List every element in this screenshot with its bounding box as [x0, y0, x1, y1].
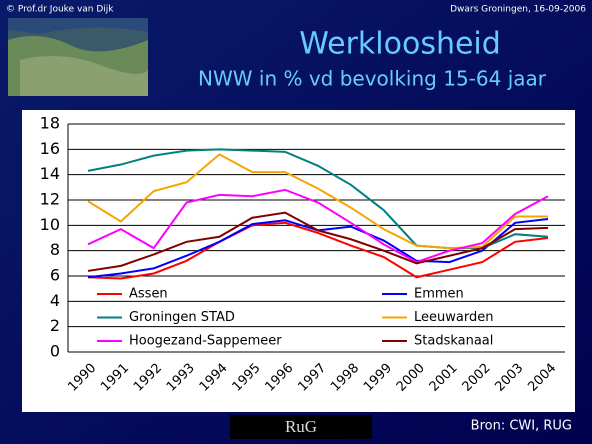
- source: Bron: CWI, RUG: [471, 419, 572, 434]
- legend-label: Leeuwarden: [414, 310, 493, 325]
- legend-label: Emmen: [414, 287, 464, 302]
- series-line: [87, 211, 549, 272]
- series-line: [87, 221, 549, 280]
- y-tick-label: 14: [40, 164, 60, 183]
- legend-label: Assen: [129, 287, 168, 302]
- satellite-image: [8, 18, 148, 96]
- copyright: © Prof.dr Jouke van Dijk: [6, 5, 114, 15]
- chart-subtitle: NWW in % vd bevolking 15-64 jaar: [198, 67, 547, 91]
- y-tick-label: 18: [40, 114, 60, 133]
- y-tick-label: 6: [50, 266, 60, 285]
- series-line: [87, 153, 548, 250]
- logo: RuG: [285, 417, 317, 436]
- legend-label: Hoogezand-Sappemeer: [129, 334, 282, 349]
- y-tick-label: 12: [40, 190, 60, 209]
- y-tick-label: 16: [40, 139, 60, 158]
- y-tick-label: 8: [50, 240, 60, 259]
- chart-title: Werkloosheid: [299, 27, 501, 62]
- chart-panel: [22, 110, 575, 412]
- legend-label: Groningen STAD: [129, 310, 235, 325]
- logo-box: [230, 415, 372, 439]
- event: Dwars Groningen, 16-09-2006: [450, 5, 586, 15]
- y-tick-label: 0: [50, 342, 60, 361]
- y-tick-label: 4: [50, 291, 60, 310]
- y-tick-label: 10: [40, 215, 60, 234]
- series-line: [87, 188, 549, 264]
- legend-label: Stadskanaal: [414, 334, 493, 349]
- y-tick-label: 2: [50, 316, 60, 335]
